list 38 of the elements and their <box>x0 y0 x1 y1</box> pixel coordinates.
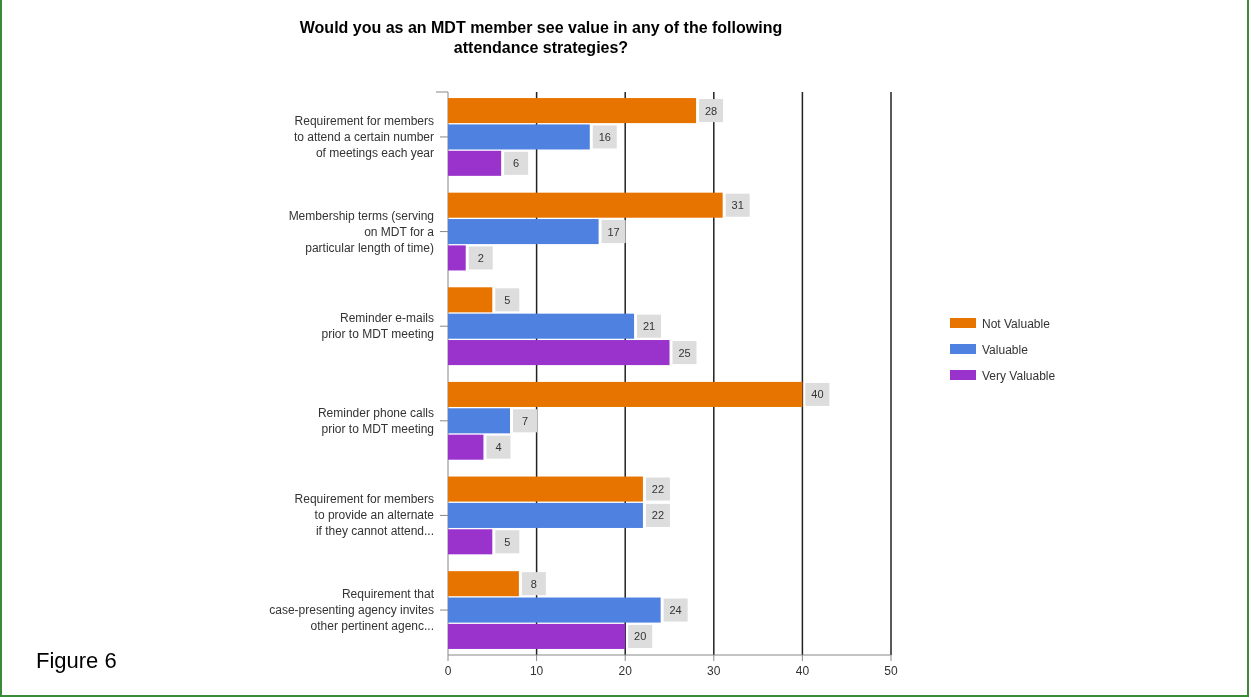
data-label: 2 <box>477 251 484 264</box>
y-tick-label: Membership terms (serving on MDT for a particular length of time) <box>288 208 435 255</box>
data-label: 24 <box>669 604 682 617</box>
bar <box>448 571 519 597</box>
data-label: 31 <box>731 199 744 212</box>
data-label: 4 <box>495 441 502 454</box>
data-label: 16 <box>598 130 611 143</box>
x-tick-label: 20 <box>618 664 633 678</box>
chart-title: Would you as an MDT member see value in any of the following attendance strategies? <box>299 19 783 56</box>
caption: Figure 6 <box>36 648 117 673</box>
x-tick-label: 50 <box>884 664 898 678</box>
y-tick-label: Requirement for members to attend a certain number of meetings each year <box>293 113 434 160</box>
bar <box>448 476 643 502</box>
data-label: 5 <box>504 293 511 306</box>
y-tick-label: Requirement that case-presenting agency invites other pertinent agenc... <box>269 587 435 634</box>
data-label: 22 <box>651 509 665 522</box>
legend-label: Not Valuable <box>982 317 1051 331</box>
x-tick-label: 10 <box>529 664 544 678</box>
y-tick-label: Requirement for members to provide an alternate if they cannot attend... <box>294 492 435 539</box>
data-label: 7 <box>521 414 529 427</box>
data-label: 5 <box>504 535 511 548</box>
data-label: 8 <box>530 577 537 590</box>
x-tick-label: 0 <box>444 664 452 678</box>
data-label: 20 <box>634 630 647 643</box>
data-label: 40 <box>811 388 824 401</box>
data-label: 25 <box>678 346 691 359</box>
legend-label: Valuable <box>982 343 1029 357</box>
data-label: 17 <box>607 225 620 238</box>
y-tick-label: Reminder phone calls prior to MDT meeting <box>317 405 434 436</box>
x-tick-label: 40 <box>795 664 810 678</box>
x-tick-label: 30 <box>707 664 721 678</box>
y-tick-label: Reminder e-mails prior to MDT meeting <box>321 311 434 342</box>
legend-label: Very Valuable <box>982 369 1056 383</box>
data-label: 6 <box>513 157 520 170</box>
data-label: 21 <box>642 320 656 333</box>
data-label: 22 <box>651 483 665 496</box>
data-label: 28 <box>704 104 718 117</box>
bar <box>448 502 643 528</box>
